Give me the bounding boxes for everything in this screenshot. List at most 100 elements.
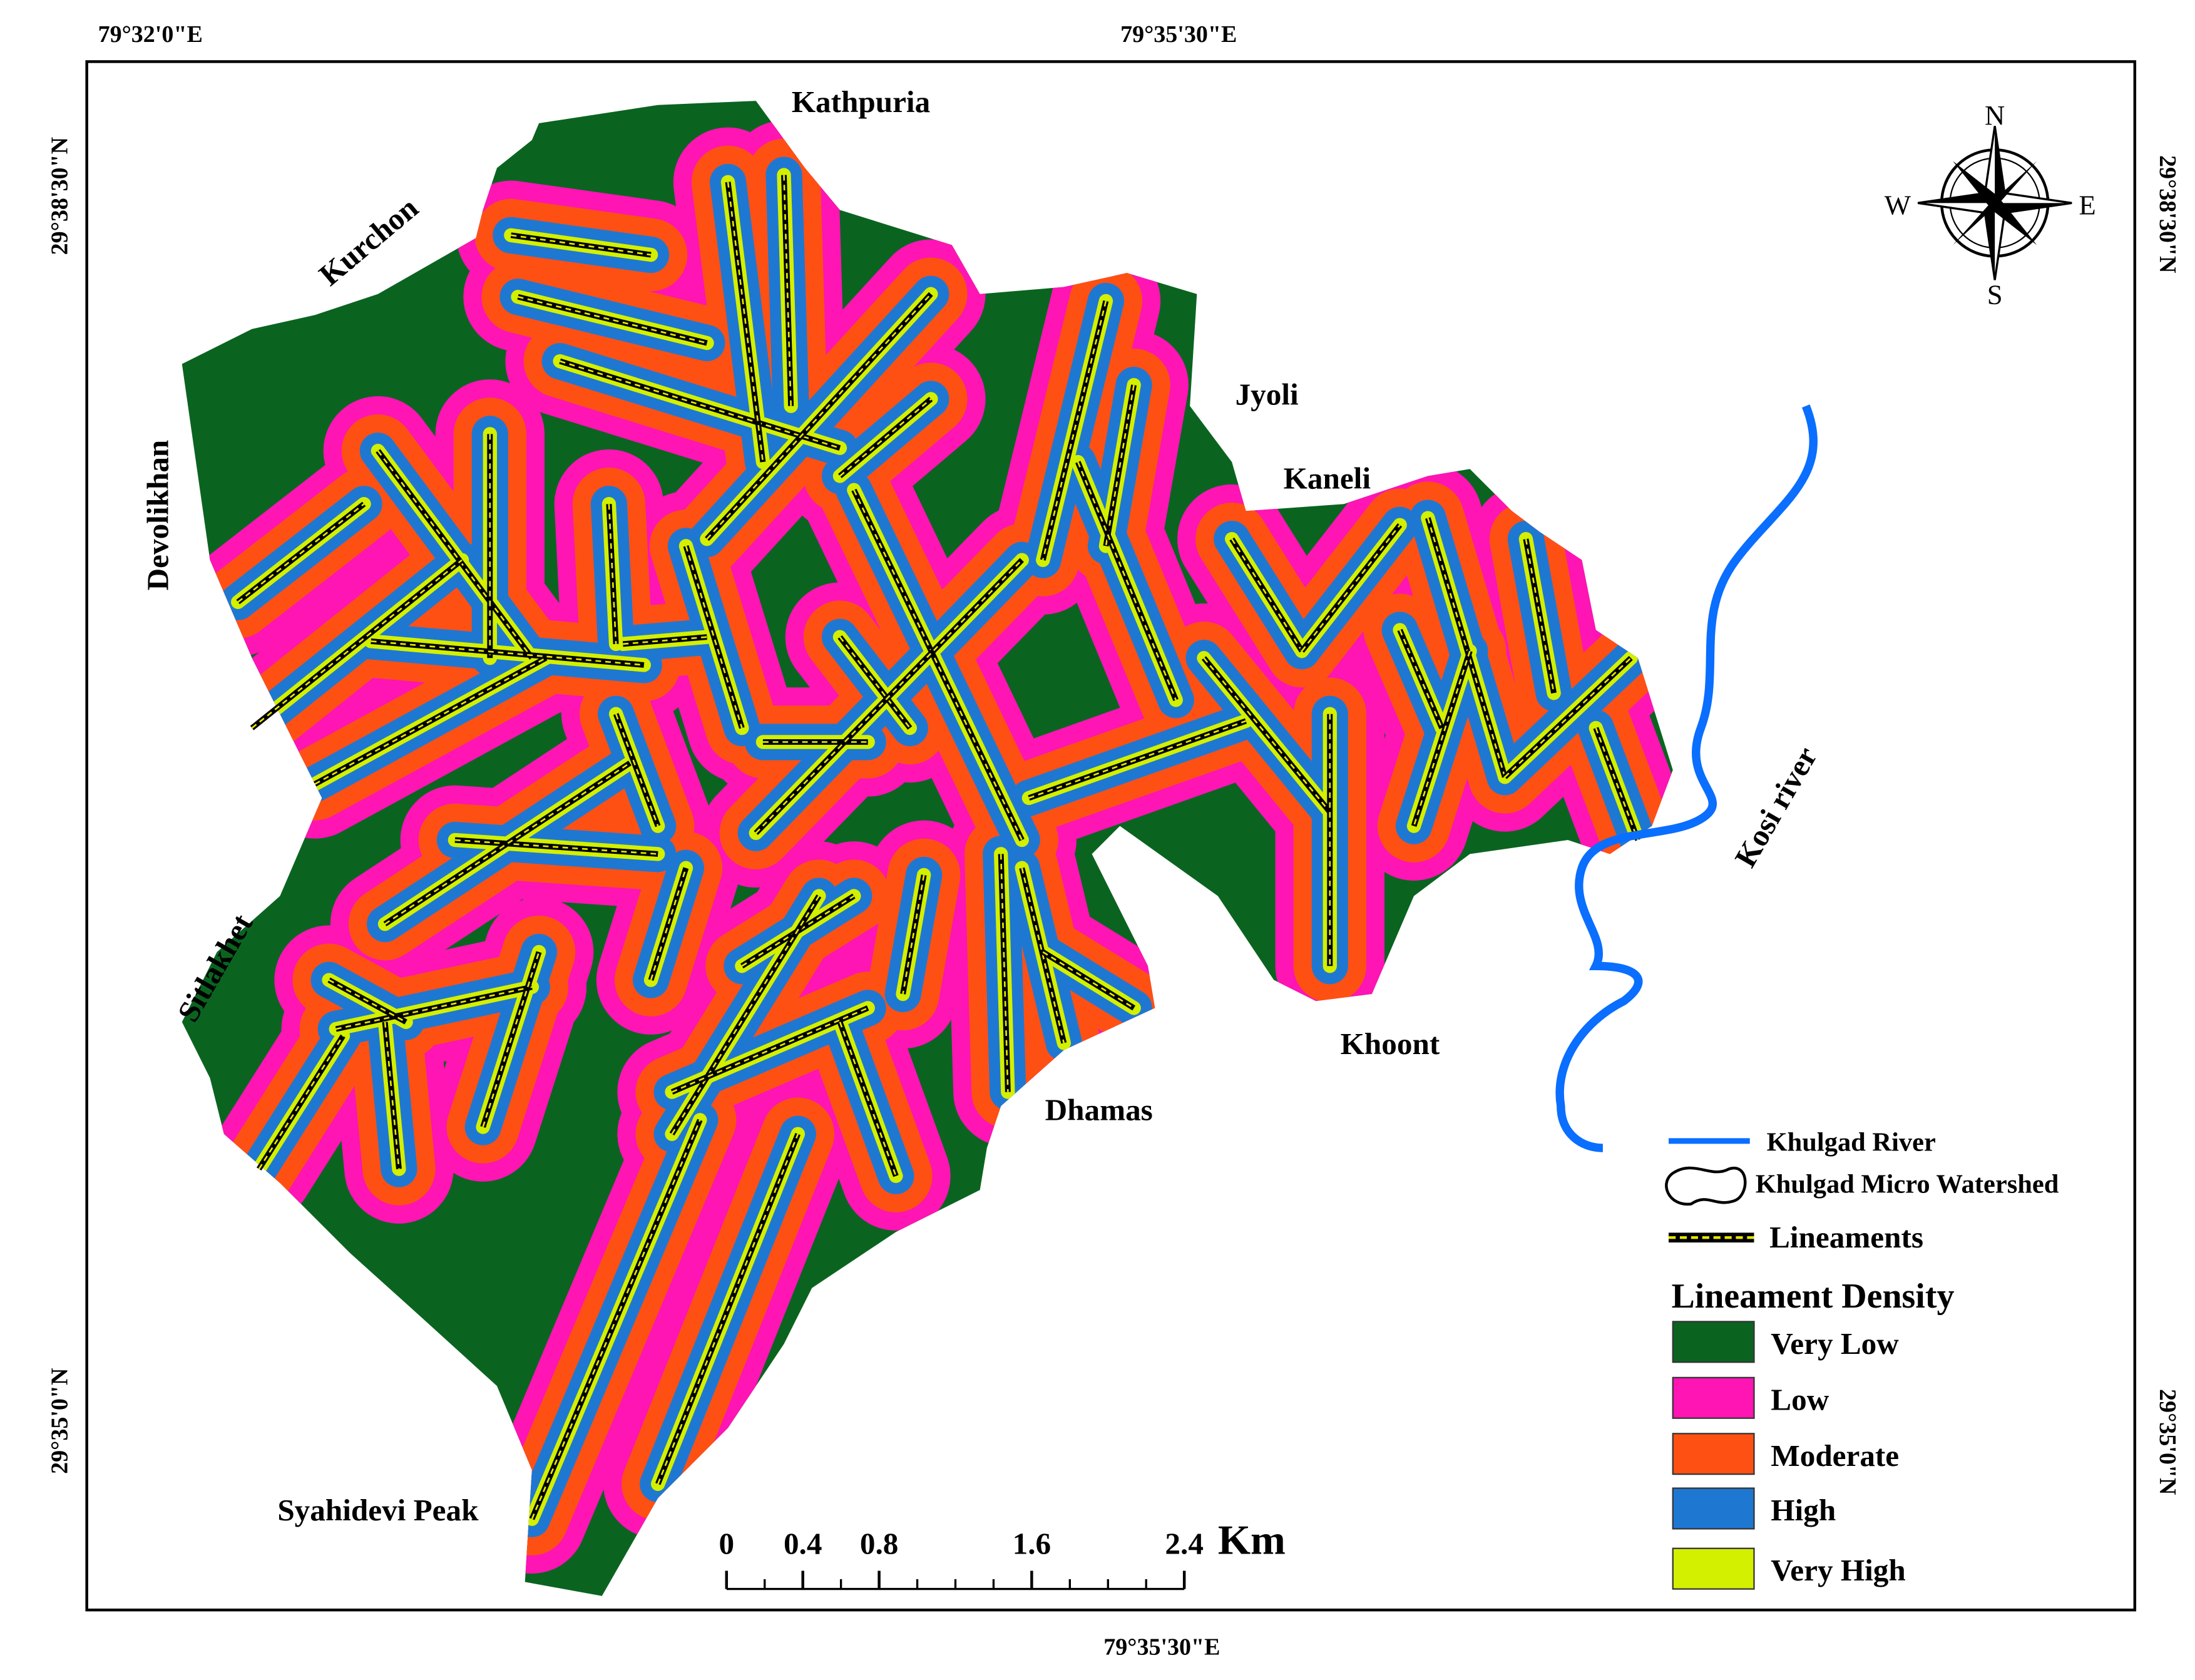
lineament — [623, 636, 707, 645]
lineament — [328, 979, 407, 1023]
lineament — [837, 635, 913, 730]
legend-label: Moderate — [1771, 1438, 1899, 1473]
lineaments — [236, 175, 1641, 1520]
place-label: Syahidevi Peak — [277, 1493, 479, 1527]
legend-label: Very Low — [1771, 1326, 1899, 1361]
lineament — [1042, 951, 1135, 1009]
lineament — [706, 293, 932, 540]
lineament — [1425, 517, 1508, 778]
lineament — [559, 358, 841, 451]
compass-letter: N — [1985, 100, 2005, 131]
lineament — [1021, 868, 1065, 1043]
scale-label: 0.8 — [860, 1527, 898, 1561]
compass-star — [1995, 126, 2005, 203]
lineament — [727, 182, 764, 463]
legend-label: High — [1771, 1493, 1836, 1527]
compass-letter: E — [2079, 189, 2095, 220]
lineament — [685, 545, 743, 729]
lineament — [511, 234, 652, 256]
lineament — [454, 839, 658, 855]
compass-star — [1918, 193, 1995, 203]
lineament — [853, 489, 1023, 841]
lineament — [1105, 384, 1135, 546]
lineament — [482, 951, 540, 1127]
lineament — [1301, 524, 1401, 652]
place-label: Devolikhan — [140, 440, 175, 591]
coordinate-label: 29°38'30"N — [46, 137, 73, 255]
lineament — [237, 503, 365, 603]
lineament — [672, 1007, 869, 1093]
lineament — [1077, 461, 1177, 700]
compass-letter: S — [1987, 279, 2003, 310]
place-label: Khoont — [1341, 1027, 1440, 1061]
legend-label: Very High — [1771, 1553, 1905, 1587]
lineament — [902, 874, 925, 995]
north-arrow: N E S W — [1885, 100, 2096, 310]
legend-swatch — [1672, 1547, 1755, 1590]
lineament — [1203, 657, 1331, 813]
lineament — [258, 1035, 344, 1170]
coordinate-label: 29°35'0"N — [46, 1368, 73, 1474]
lineament — [1041, 300, 1107, 560]
lineament — [531, 1119, 701, 1520]
lineament — [1231, 538, 1303, 652]
lineament — [741, 895, 855, 967]
coordinate-label: 79°32'0"E — [98, 21, 203, 48]
lineament — [755, 559, 1023, 834]
lineament — [671, 895, 820, 1135]
coordinate-label: 29°38'30"N — [2154, 155, 2181, 273]
legend: Khulgad River Khulgad Micro Watershed Li… — [1665, 1128, 2059, 1590]
lineament — [1028, 718, 1247, 801]
legend-swatch — [1672, 1321, 1755, 1363]
legend-label: Low — [1771, 1382, 1829, 1416]
lineament — [383, 761, 632, 926]
compass-star — [1985, 203, 1995, 280]
lineament — [371, 640, 644, 666]
scale-bar: 0 0.4 0.8 1.6 2.4 Km — [719, 1517, 1286, 1590]
legend-swatch — [1672, 1433, 1755, 1475]
lineament — [1595, 727, 1639, 841]
compass-star — [1995, 203, 2072, 213]
legend-classes: Very Low Low Moderate High Very High — [1672, 1321, 1906, 1590]
place-label: Kathpuria — [792, 85, 930, 119]
lineament — [335, 986, 533, 1030]
lineament — [1503, 655, 1633, 779]
lineament — [608, 504, 617, 644]
lineament — [839, 1022, 897, 1177]
kosi-river — [1555, 404, 1818, 1152]
scale-label: 2.4 — [1165, 1527, 1203, 1561]
lineament — [657, 1134, 799, 1485]
place-label: Kaneli — [1284, 461, 1371, 496]
lineament — [384, 1022, 400, 1169]
legend-label: Lineaments — [1769, 1220, 1923, 1254]
coordinate-label: 79°35'30"E — [1120, 21, 1237, 48]
coordinate-label: 29°35'0"N — [2154, 1389, 2181, 1495]
lineament — [250, 558, 464, 730]
scale-label: 0.4 — [784, 1527, 822, 1561]
place-label: Dhamas — [1045, 1092, 1153, 1127]
legend-swatch — [1672, 1376, 1755, 1419]
compass-letter: W — [1885, 189, 1911, 220]
lineament — [1525, 538, 1555, 694]
lineament — [518, 295, 707, 344]
legend-swatch — [1672, 1487, 1755, 1530]
legend-label: Khulgad River — [1767, 1128, 1936, 1157]
coordinate-label: 79°35'30"E — [1103, 1634, 1220, 1661]
lineament — [1399, 629, 1443, 729]
lineament — [1000, 854, 1009, 1092]
scale-unit: Km — [1218, 1517, 1286, 1564]
legend-title: Lineament Density — [1672, 1277, 1955, 1316]
compass-star — [1953, 161, 2037, 245]
lineament — [648, 867, 689, 981]
scale-label: 1.6 — [1013, 1527, 1051, 1561]
lineament — [839, 398, 932, 477]
legend-label: Khulgad Micro Watershed — [1756, 1170, 2059, 1199]
place-label: Jyoli — [1236, 377, 1299, 411]
legend-watershed-symbol — [1665, 1166, 1747, 1206]
lineament — [1413, 650, 1471, 827]
lineament — [314, 657, 546, 785]
lineament — [781, 175, 794, 406]
lineament — [377, 450, 533, 659]
